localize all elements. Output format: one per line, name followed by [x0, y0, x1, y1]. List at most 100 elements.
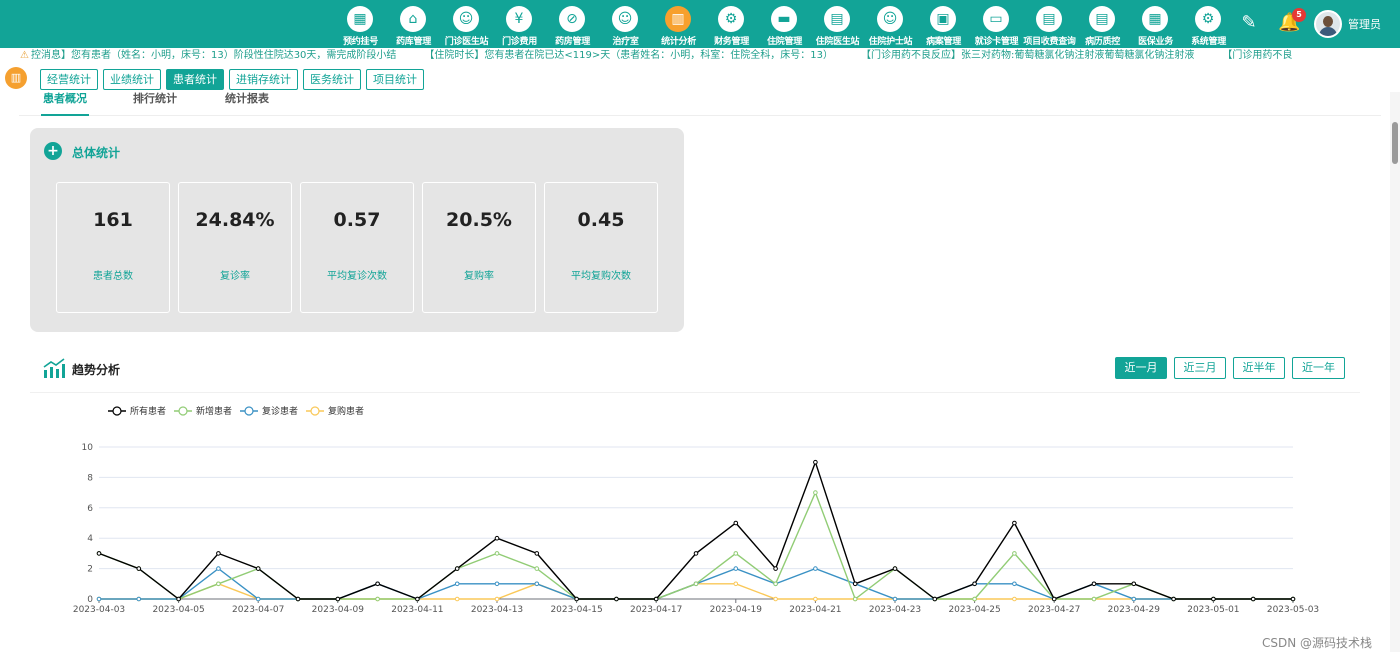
- stat-tab[interactable]: 经营统计: [40, 69, 98, 90]
- data-point: [255, 596, 261, 602]
- doctor-icon: ☺: [453, 6, 479, 32]
- nav-item[interactable]: ▦ 预约挂号: [334, 0, 387, 48]
- user-name[interactable]: 管理员: [1348, 18, 1381, 31]
- data-point: [813, 566, 818, 571]
- stat-tab[interactable]: 医务统计: [303, 69, 361, 90]
- nav-item[interactable]: ▤ 住院医生站: [811, 0, 864, 48]
- x-tick-label: 2023-04-13: [471, 605, 523, 615]
- range-one-month-button[interactable]: 近一月: [1115, 357, 1167, 379]
- nav-item-label: 财务管理: [714, 37, 749, 47]
- marquee-message[interactable]: 【住院时长】您有患者在院已达<119>天（患者姓名：小明，科室：住院全科，床号：…: [424, 50, 833, 61]
- plus-icon: +: [44, 142, 62, 160]
- nav-item[interactable]: ⊘ 药房管理: [546, 0, 599, 48]
- nav-item[interactable]: ▣ 病案管理: [917, 0, 970, 48]
- nav-item[interactable]: ☺ 治疗室: [599, 0, 652, 48]
- nav-item-label: 项目收费查询: [1023, 37, 1076, 47]
- id-card-icon: ▤: [824, 6, 850, 32]
- data-point: [1171, 596, 1176, 602]
- stat-card-revisit-rate: 24.84% 复诊率: [178, 182, 292, 313]
- nav-item[interactable]: ☺ 门诊医生站: [440, 0, 493, 48]
- nav-item[interactable]: ⌂ 药库管理: [387, 0, 440, 48]
- nav-item[interactable]: ¥ 门诊费用: [493, 0, 546, 48]
- data-point: [1290, 596, 1296, 602]
- tab-ranking[interactable]: 排行统计: [133, 92, 177, 105]
- stat-tab[interactable]: 项目统计: [366, 69, 424, 90]
- data-point: [614, 596, 619, 602]
- nav-item[interactable]: ☺ 住院护士站: [864, 0, 917, 48]
- range-three-months-button[interactable]: 近三月: [1174, 357, 1226, 379]
- data-point: [136, 566, 142, 571]
- data-point: [972, 581, 977, 587]
- trend-icon: [43, 358, 65, 378]
- range-one-year-button[interactable]: 近一年: [1292, 357, 1345, 379]
- calendar-icon: ▦: [347, 6, 373, 32]
- stat-label: 平均复诊次数: [327, 271, 387, 282]
- data-point: [454, 581, 460, 587]
- insurance-icon: ▦: [1142, 6, 1168, 32]
- legend-label: 所有患者: [130, 405, 166, 417]
- y-tick-label: 4: [87, 534, 93, 544]
- nav-item[interactable]: ⚙ 系统管理: [1182, 0, 1235, 48]
- warehouse-icon: ⌂: [400, 6, 426, 32]
- message-marquee: ⚠ 控消息】您有患者（姓名：小明，床号：13）阶段性住院达30天，需完成阶段小结 【…: [0, 48, 1400, 64]
- record-icon: ▤: [1089, 6, 1115, 32]
- nav-item-label: 住院护士站: [868, 37, 913, 47]
- stat-tab[interactable]: 业绩统计: [103, 69, 161, 90]
- data-point: [693, 551, 699, 556]
- data-point: [1012, 581, 1017, 587]
- data-point: [136, 596, 142, 602]
- marquee-message[interactable]: 【门诊用药不良反应】张三对药物:葡萄糖氯化钠注射液葡萄糖氯化钠注射液: [861, 50, 1195, 61]
- series-line: [98, 460, 1293, 600]
- y-tick-label: 0: [87, 595, 93, 605]
- stat-label: 复诊率: [220, 271, 250, 282]
- legend-marker: [178, 406, 188, 416]
- stat-tab[interactable]: 患者统计: [166, 69, 224, 90]
- nav-item[interactable]: ▤ 项目收费查询: [1023, 0, 1076, 48]
- nav-item-label: 住院管理: [767, 37, 802, 47]
- data-point: [773, 566, 778, 571]
- data-point: [733, 551, 739, 556]
- stat-value: 20.5%: [446, 209, 512, 231]
- x-tick-label: 2023-04-27: [1028, 605, 1080, 615]
- tab-report[interactable]: 统计报表: [225, 92, 269, 105]
- avatar[interactable]: [1314, 10, 1342, 38]
- data-point: [454, 596, 460, 602]
- trend-line-chart: 0 2 4 6 8 10 2023-04-03 2023-04-05 2023-04-07 202…: [73, 405, 1319, 615]
- stat-tab[interactable]: 进销存统计: [229, 69, 298, 90]
- stat-value: 24.84%: [195, 209, 275, 231]
- nav-item-label: 门诊医生站: [444, 37, 489, 47]
- data-point: [813, 459, 818, 465]
- range-half-year-button[interactable]: 近半年: [1233, 357, 1285, 379]
- data-point: [852, 596, 858, 602]
- data-point: [1131, 596, 1137, 602]
- marquee-message[interactable]: 【门诊用药不良: [1222, 50, 1293, 61]
- stat-label: 平均复购次数: [571, 271, 631, 282]
- scrollbar[interactable]: [1390, 92, 1400, 652]
- folder-icon: ▣: [930, 6, 956, 32]
- nav-item[interactable]: ▥ 统计分析: [652, 0, 705, 48]
- data-point: [852, 581, 858, 587]
- pill-icon: ⊘: [559, 6, 585, 32]
- data-point: [733, 520, 739, 526]
- nav-item-label: 门诊费用: [502, 37, 537, 47]
- data-point: [454, 566, 460, 571]
- nav-item[interactable]: ▬ 住院管理: [758, 0, 811, 48]
- nav-item[interactable]: ▭ 就诊卡管理: [970, 0, 1023, 48]
- data-point: [375, 581, 380, 587]
- marquee-message[interactable]: 控消息】您有患者（姓名：小明，床号：13）阶段性住院达30天，需完成阶段小结: [30, 50, 397, 61]
- nav-item[interactable]: ▤ 病历质控: [1076, 0, 1129, 48]
- data-point: [176, 596, 181, 602]
- tab-patient-overview[interactable]: 患者概况: [41, 92, 89, 116]
- data-point: [494, 551, 500, 556]
- x-tick-label: 2023-04-15: [550, 605, 602, 615]
- main-nav: ▦ 预约挂号 ⌂ 药库管理 ☺ 门诊医生站 ¥ 门诊费用 ⊘ 药房管理 ☺ 治疗室 ▥ 统计分析 ⚙ 财务管理…: [334, 0, 1235, 48]
- nav-item-label: 预约挂号: [343, 37, 378, 47]
- overview-title: 总体统计: [72, 146, 121, 160]
- scrollbar-thumb[interactable]: [1392, 122, 1398, 164]
- data-point: [295, 596, 301, 602]
- nav-item[interactable]: ⚙ 财务管理: [705, 0, 758, 48]
- nav-item[interactable]: ▦ 医保业务: [1129, 0, 1182, 48]
- pencil-icon[interactable]: ✎: [1241, 12, 1257, 33]
- nurse-station-icon: ☺: [877, 6, 903, 32]
- statistics-tabs: 经营统计 业绩统计 患者统计 进销存统计 医务统计 项目统计: [40, 69, 429, 90]
